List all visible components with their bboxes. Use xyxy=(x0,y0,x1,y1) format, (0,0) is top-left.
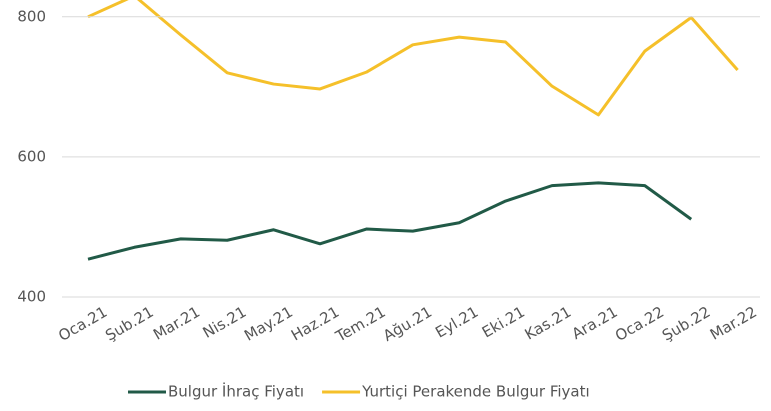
x-tick-label: Haz.21 xyxy=(288,303,342,345)
series-line xyxy=(87,0,739,117)
y-tick-label: 600 xyxy=(17,147,46,165)
x-tick-label: Oca.21 xyxy=(55,303,110,345)
x-tick-label: Eki.21 xyxy=(479,303,528,342)
x-tick-label: Ağu.21 xyxy=(380,303,435,345)
x-tick-label: Şub.21 xyxy=(102,303,156,345)
x-tick-label: Şub.22 xyxy=(659,303,713,345)
x-tick-label: Eyl.21 xyxy=(432,303,481,342)
x-tick-label: Mar.21 xyxy=(150,303,203,344)
x-tick-label: Nis.21 xyxy=(200,303,250,342)
legend-label: Bulgur İhraç Fiyatı xyxy=(168,382,304,401)
legend-label: Yurtiçi Perakende Bulgur Fiyatı xyxy=(361,383,590,401)
x-tick-label: Oca.22 xyxy=(612,303,667,345)
x-tick-label: Ara.21 xyxy=(569,303,621,343)
x-tick-label: May.21 xyxy=(241,303,296,345)
y-tick-label: 800 xyxy=(17,7,46,25)
series-line xyxy=(87,181,693,261)
x-tick-label: Mar.22 xyxy=(707,303,760,344)
x-tick-label: Tem.21 xyxy=(332,303,389,346)
y-tick-label: 400 xyxy=(17,288,46,306)
x-tick-label: Kas.21 xyxy=(522,303,575,344)
